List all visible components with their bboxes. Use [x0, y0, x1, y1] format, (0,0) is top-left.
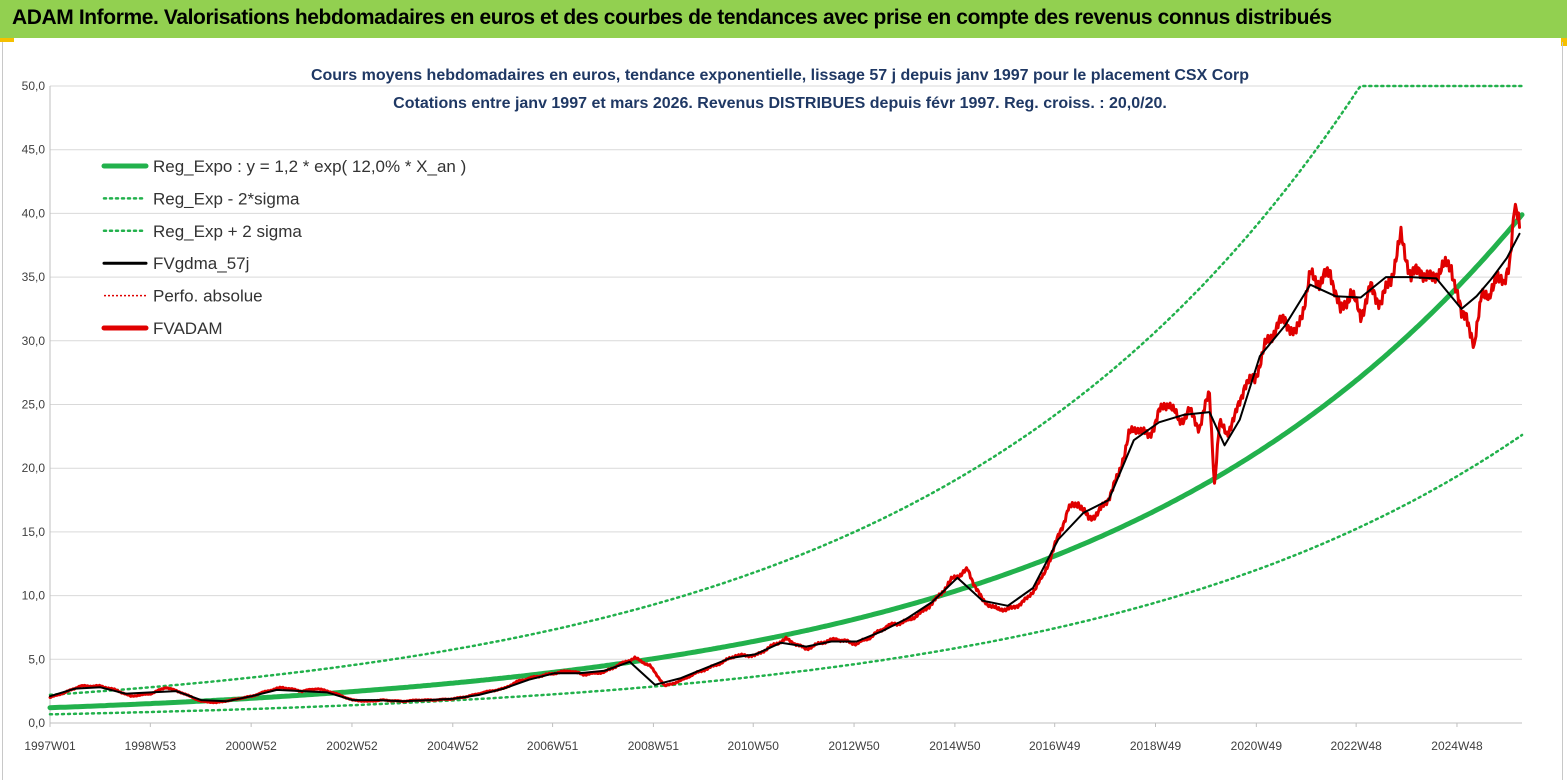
series-layer	[47, 84, 1525, 716]
x-tick-label: 2014W50	[929, 739, 981, 753]
x-tick-label: 2022W48	[1330, 739, 1382, 753]
y-tick-label: 40,0	[22, 206, 46, 220]
legend-label: FVADAM	[153, 319, 223, 338]
y-tick-label: 20,0	[22, 461, 46, 475]
x-tick-label: 2008W51	[628, 739, 680, 753]
legend-label: Reg_Exp - 2*sigma	[153, 189, 300, 208]
x-tick-label: 2024W48	[1431, 739, 1483, 753]
y-tick-label: 0,0	[28, 716, 45, 730]
page-title: ADAM Informe. Valorisations hebdomadaire…	[12, 6, 1332, 29]
x-tick-label: 2000W52	[225, 739, 277, 753]
series-line-fvgdma-57j	[49, 232, 1521, 703]
x-tick-label: 1998W53	[125, 739, 177, 753]
y-tick-label: 50,0	[22, 79, 46, 93]
y-tick-label: 25,0	[22, 398, 46, 412]
series-line-reg-exp-minus-2sigma	[48, 433, 1524, 716]
chart-title: Cours moyens hebdomadaires en euros, ten…	[311, 67, 1249, 84]
series-line-reg-exp-plus-2sigma	[48, 84, 1524, 697]
header-banner: ADAM Informe. Valorisations hebdomadaire…	[0, 0, 1567, 38]
legend-label: Reg_Expo : y = 1,2 * exp( 12,0% * X_an )	[153, 157, 466, 176]
legend: Reg_Expo : y = 1,2 * exp( 12,0% * X_an )…	[101, 157, 466, 338]
corner-accent-left	[0, 38, 14, 42]
chart-subtitle: Cotations entre janv 1997 et mars 2026. …	[393, 95, 1167, 112]
y-tick-label: 10,0	[22, 589, 46, 603]
x-tick-label: 2004W52	[427, 739, 479, 753]
y-tick-label: 30,0	[22, 334, 46, 348]
x-tick-label: 2016W49	[1029, 739, 1081, 753]
legend-label: Reg_Exp + 2 sigma	[153, 222, 302, 241]
x-tick-label: 2006W51	[527, 739, 579, 753]
x-tick-label: 2018W49	[1130, 739, 1182, 753]
y-axis: 0,0 5,0 10,0 15,0 20,0 25,0 30,0 35,0 40,0 45,0 50…	[22, 79, 51, 730]
y-tick-label: 5,0	[28, 652, 45, 666]
x-tick-label: 2020W49	[1231, 739, 1283, 753]
x-tick-label: 2010W50	[728, 739, 780, 753]
legend-label: Perfo. absolue	[153, 287, 263, 306]
grid-lines	[50, 85, 1522, 724]
y-tick-label: 15,0	[22, 525, 46, 539]
x-tick-label: 2002W52	[326, 739, 378, 753]
series-line-fvadam	[48, 202, 1521, 705]
x-tick-label: 1997W01	[24, 739, 76, 753]
corner-accent-right	[1561, 38, 1567, 46]
legend-label: FVgdma_57j	[153, 254, 249, 273]
chart-frame	[2, 42, 1563, 780]
x-tick-label: 2012W50	[828, 739, 880, 753]
y-tick-label: 45,0	[22, 143, 46, 157]
x-axis: 1997W01 1998W53 2000W52 2002W52 2004W52 2006W…	[24, 723, 1483, 753]
series-line-reg-expo	[47, 212, 1525, 711]
y-tick-label: 35,0	[22, 270, 46, 284]
